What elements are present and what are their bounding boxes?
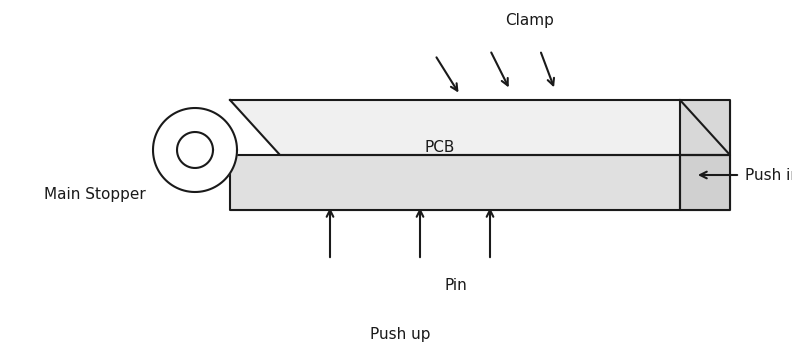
Polygon shape <box>177 132 213 168</box>
Polygon shape <box>153 108 237 192</box>
Text: Main Stopper: Main Stopper <box>44 188 146 203</box>
Polygon shape <box>230 100 730 155</box>
Text: Push up: Push up <box>370 328 430 342</box>
Text: Push in: Push in <box>745 168 792 183</box>
Text: Pin: Pin <box>445 277 468 293</box>
Text: PCB: PCB <box>425 141 455 156</box>
Text: Clamp: Clamp <box>505 12 554 27</box>
Polygon shape <box>680 155 730 210</box>
Polygon shape <box>230 155 680 210</box>
Polygon shape <box>680 100 730 155</box>
